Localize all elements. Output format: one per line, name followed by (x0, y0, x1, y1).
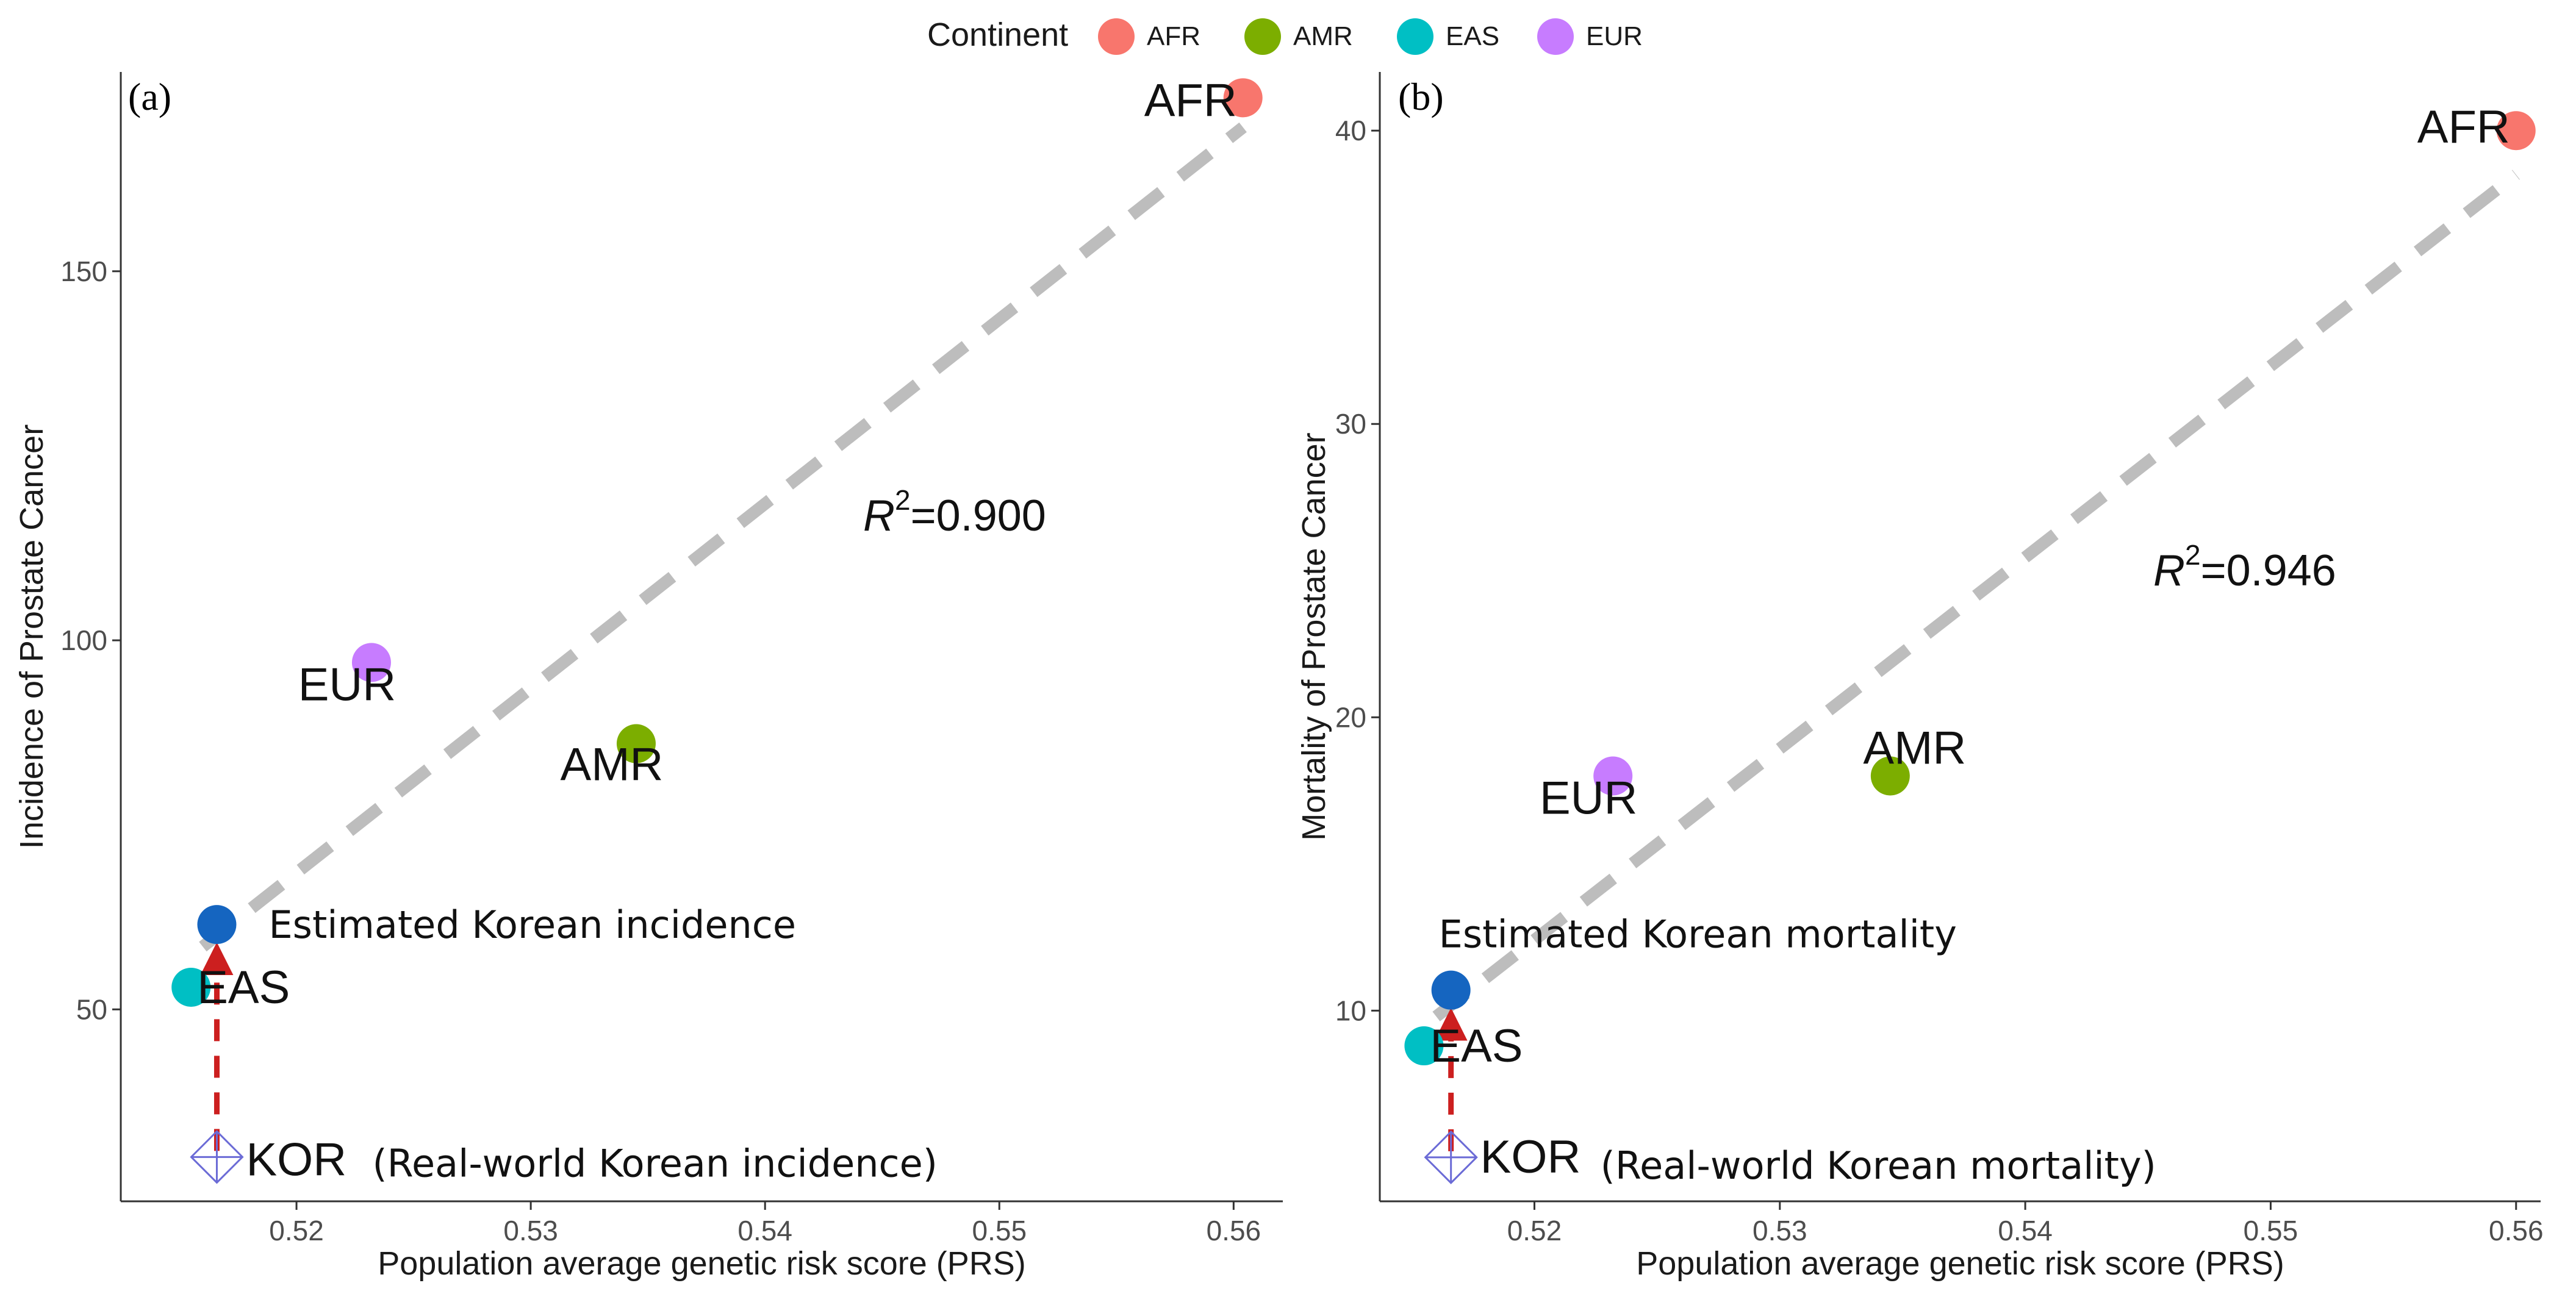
trend-line (1432, 170, 2520, 1021)
y-tick-label: 50 (76, 993, 107, 1025)
r-squared-label: R2=0.946 (2153, 539, 2336, 595)
legend-item-eas: EAS (1397, 17, 1499, 56)
point-eas (1404, 1026, 1444, 1066)
legend-item-eur: EUR (1537, 17, 1643, 56)
kor-note-label: (Real-world Korean mortality) (1601, 1143, 2156, 1188)
x-tick-label: 0.56 (2489, 1215, 2544, 1246)
point-label-eur: EUR (298, 659, 396, 710)
legend-title: Continent (927, 16, 1069, 53)
estimate-point (197, 905, 237, 945)
point-label-amr: AMR (1863, 722, 1966, 774)
x-tick-label: 0.54 (1998, 1215, 2053, 1246)
point-label-afr: AFR (2417, 101, 2510, 153)
point-label-eas: EAS (197, 962, 290, 1013)
x-tick-label: 0.56 (1207, 1215, 1261, 1246)
y-axis-title: Mortality of Prostate Cancer (1296, 432, 1332, 840)
x-tick-label: 0.55 (972, 1215, 1027, 1246)
point-label-eas: EAS (1430, 1020, 1523, 1072)
y-axis-title: Incidence of Prostate Cancer (13, 424, 50, 849)
estimate-point (1431, 970, 1471, 1010)
panel-tag: (b) (1398, 75, 1444, 118)
y-tick-label: 20 (1335, 701, 1366, 733)
kor-label: KOR (1480, 1131, 1581, 1183)
x-tick-label: 0.53 (1753, 1215, 1807, 1246)
panel-a: 0.52 0.53 0.54 0.55 0.56 50 100 150 Population a… (13, 72, 1283, 1282)
point-label-amr: AMR (561, 739, 664, 791)
legend: Continent AFR AMR EAS EUR (0, 0, 2576, 79)
x-tick-label: 0.53 (503, 1215, 558, 1246)
trend-line (199, 122, 1247, 952)
point-label-afr: AFR (1144, 74, 1237, 126)
x-axis-title: Population average genetic risk score (P… (378, 1245, 1026, 1282)
legend-dot-eur (1537, 18, 1574, 55)
point-afr (2496, 111, 2536, 151)
legend-label-amr: AMR (1293, 21, 1353, 51)
panel-b: 0.52 0.53 0.54 0.55 0.56 10 20 30 40 Population a… (1296, 72, 2544, 1282)
x-tick-label: 0.55 (2244, 1215, 2298, 1246)
x-axis-title: Population average genetic risk score (P… (1636, 1245, 2284, 1282)
point-afr (1223, 78, 1263, 118)
legend-item-amr: AMR (1244, 17, 1353, 56)
kor-marker (1424, 1130, 1478, 1184)
kor-label: KOR (246, 1134, 346, 1185)
panel-tag: (a) (128, 75, 171, 118)
x-tick-label: 0.52 (1507, 1215, 1562, 1246)
legend-item-afr: AFR (1098, 17, 1200, 56)
y-tick-label: 10 (1335, 995, 1366, 1026)
legend-dot-afr (1098, 18, 1135, 55)
legend-label-eas: EAS (1446, 21, 1500, 51)
point-eur (351, 643, 391, 682)
point-amr (1870, 756, 1910, 796)
r-squared-label: R2=0.900 (863, 484, 1046, 540)
x-tick-label: 0.54 (737, 1215, 792, 1246)
kor-marker (190, 1130, 244, 1184)
legend-label-eur: EUR (1586, 21, 1643, 51)
legend-dot-amr (1244, 18, 1281, 55)
y-tick-label: 40 (1335, 115, 1366, 146)
x-tick-label: 0.52 (269, 1215, 324, 1246)
estimate-label: Estimated Korean incidence (268, 903, 796, 947)
y-tick-label: 150 (60, 256, 107, 287)
y-tick-label: 100 (60, 624, 107, 656)
legend-label-afr: AFR (1147, 21, 1200, 51)
legend-dot-eas (1397, 18, 1433, 55)
y-tick-label: 30 (1335, 408, 1366, 440)
point-eur (1593, 756, 1633, 796)
point-eas (171, 967, 211, 1007)
kor-note-label: (Real-world Korean incidence) (372, 1141, 937, 1185)
point-amr (616, 724, 656, 763)
estimate-label: Estimated Korean mortality (1439, 912, 1957, 957)
point-label-eur: EUR (1540, 772, 1637, 824)
